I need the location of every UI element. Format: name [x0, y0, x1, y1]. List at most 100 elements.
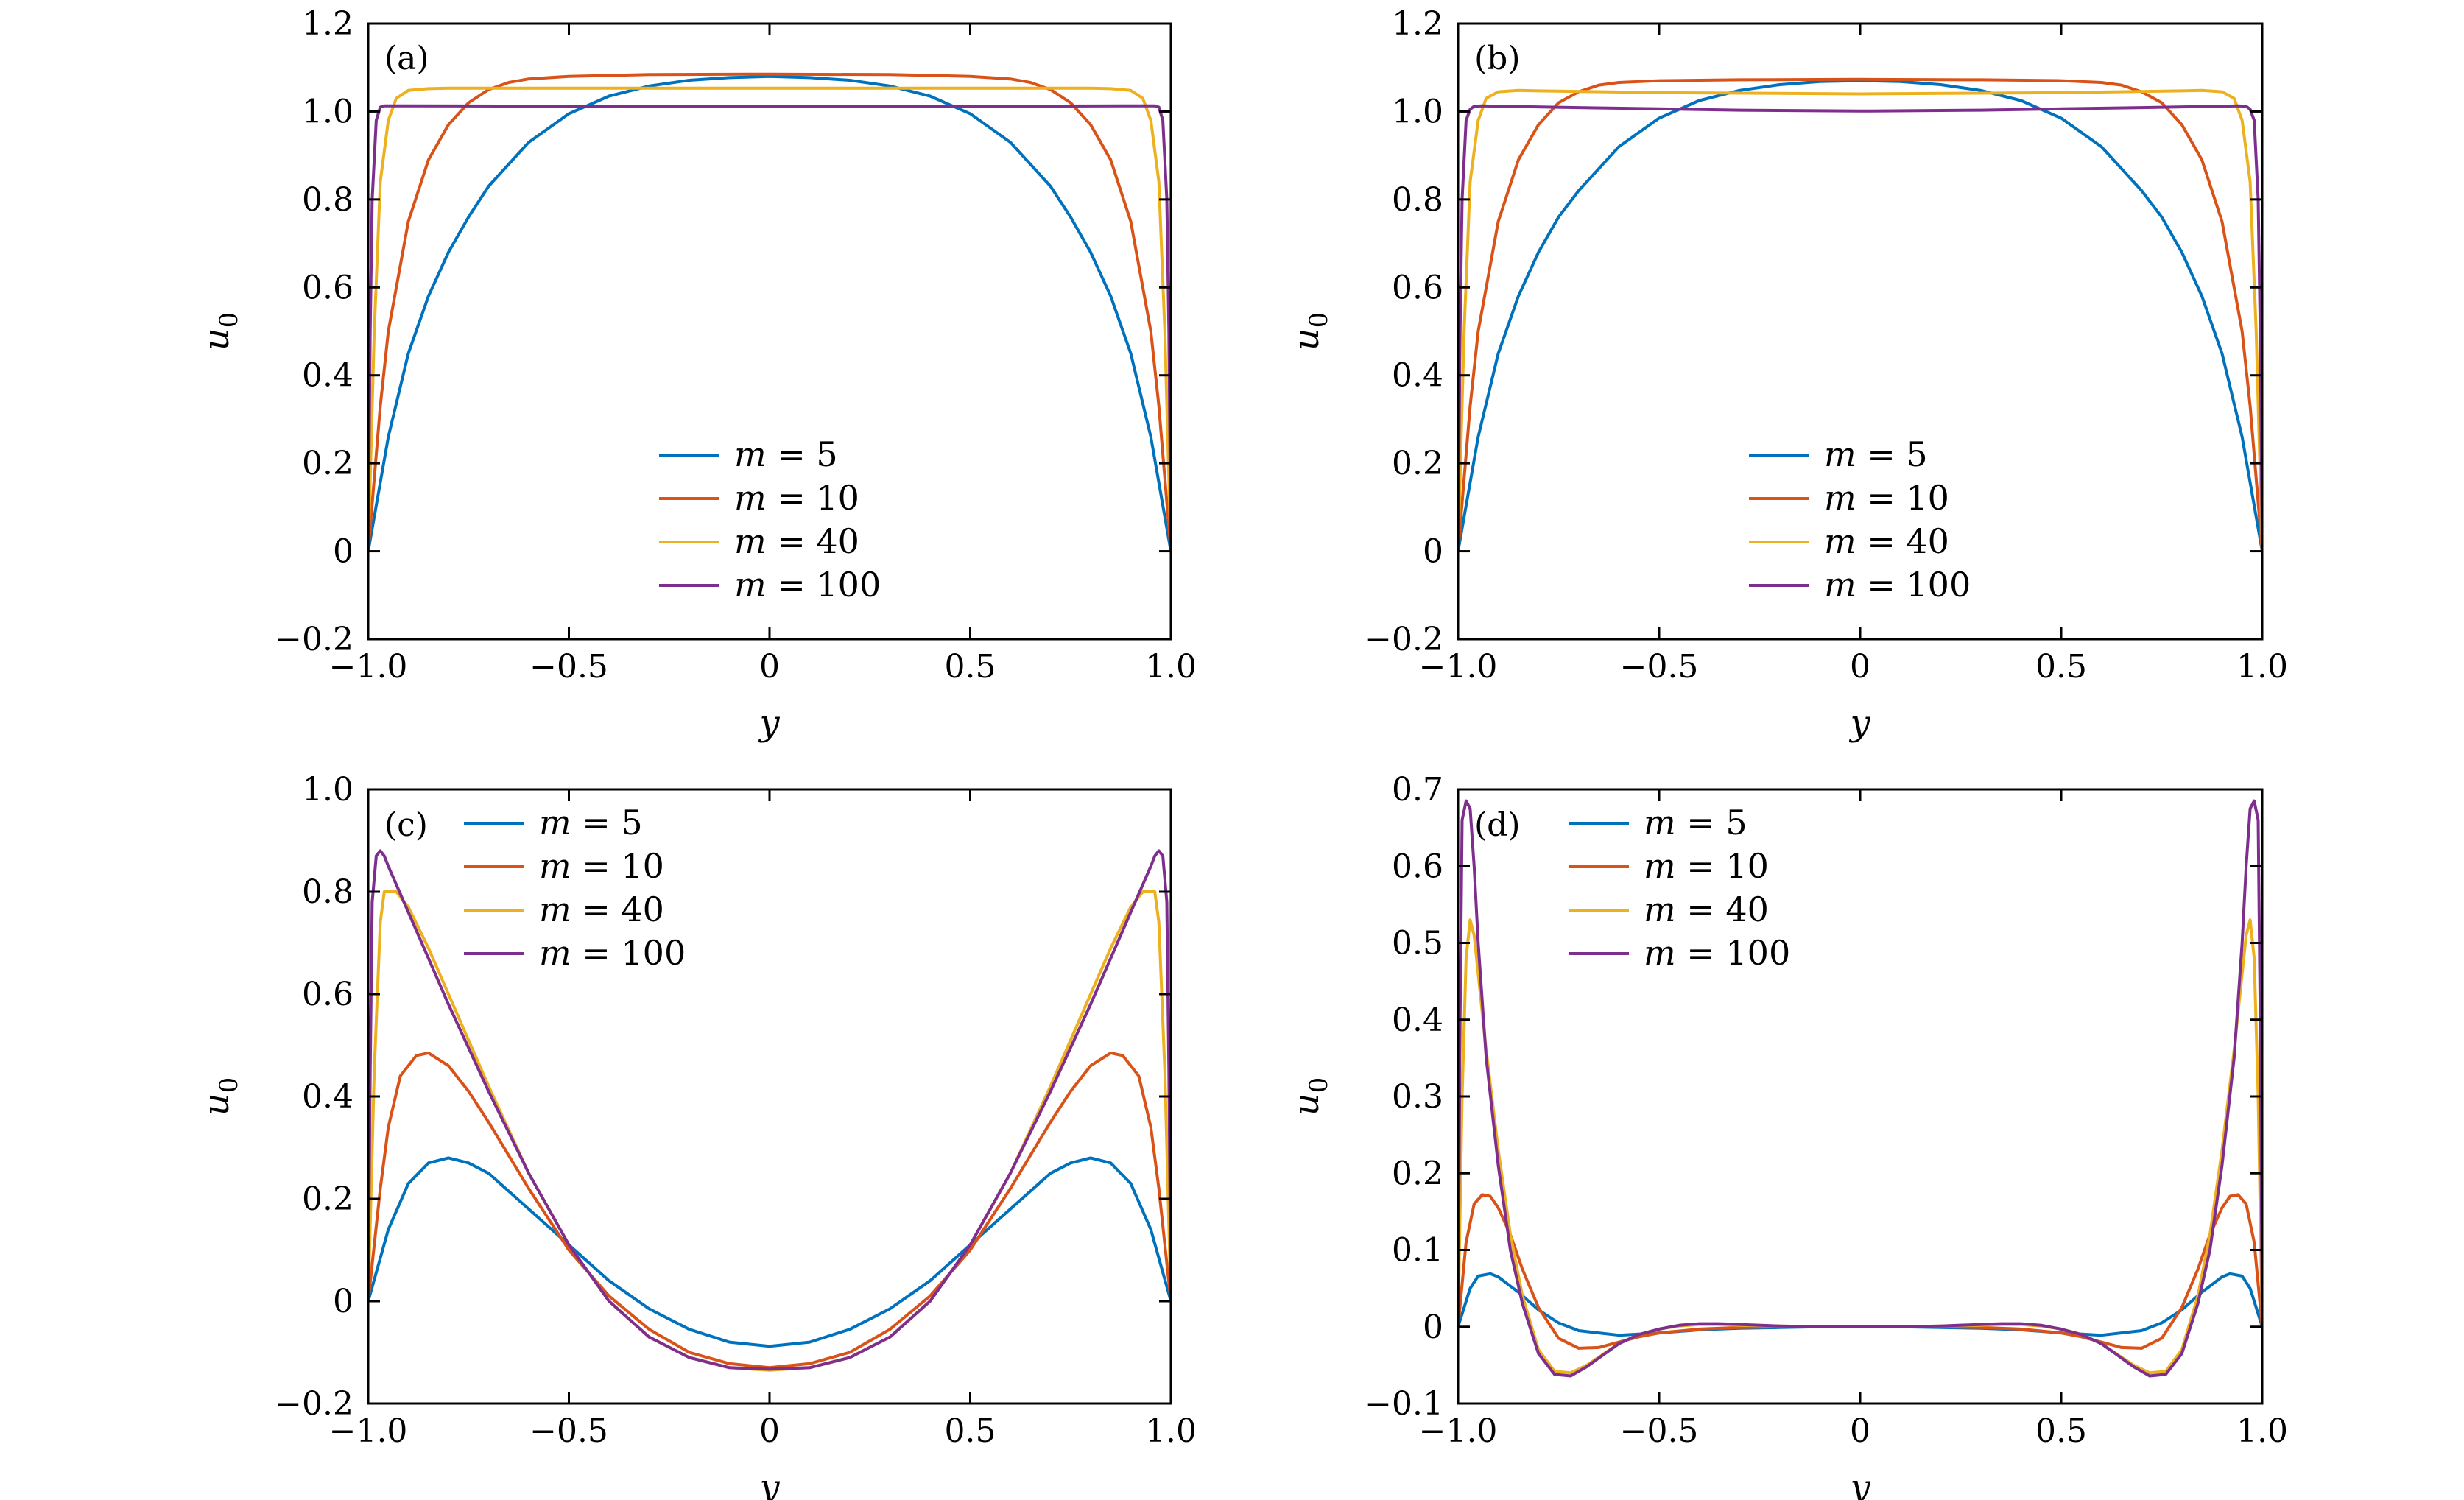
x-axis-label: y [1848, 1467, 1870, 1500]
y-tick-label: 0.2 [1392, 1155, 1443, 1192]
y-tick-label: −0.2 [275, 621, 353, 658]
y-tick-label: 0.5 [1392, 925, 1443, 962]
y-tick-label: 0.2 [1392, 445, 1443, 482]
series-line-m40 [1458, 918, 2262, 1375]
x-tick-label: −0.5 [529, 1412, 608, 1450]
y-tick-label: 0.7 [1392, 771, 1443, 809]
series-line-m40 [368, 890, 1171, 1372]
legend-entry: m = 40 [1824, 521, 1949, 561]
series-line-m40 [1458, 88, 2262, 552]
series-line-m100 [368, 849, 1171, 1371]
y-tick-label: 0.2 [302, 1180, 353, 1218]
panel-b: −1.0 −0.5 0 0.5 1.0 −0.2 0 0.2 0.4 0.6 0.8 1.0 1.2 y u… [1286, 5, 2288, 744]
axes-frame [367, 788, 1172, 1405]
legend-entry: m = 10 [539, 846, 664, 886]
panel-a: −1.0 −0.5 0 0.5 1.0 −0.2 0 0.2 0.4 0.6 0.8 1.0 1.2 y u… [196, 5, 1197, 744]
legend-entry: m = 5 [1824, 434, 1928, 474]
x-tick-label: 0.5 [945, 648, 996, 686]
y-tick-label: 0.6 [302, 269, 353, 306]
panel-d: −1.0 −0.5 0 0.5 1.0 −0.1 0 0.1 0.2 0.3 0.4 0.5 0.6 0.… [1286, 771, 2288, 1500]
panel-label: (d) [1474, 806, 1521, 844]
x-axis-label: y [758, 703, 780, 744]
plot-area [1458, 77, 2262, 552]
y-tick-label: 0.3 [1392, 1078, 1443, 1116]
x-tick-label: 0.5 [2035, 1412, 2087, 1450]
legend: m = 5m = 10m = 40m = 100 [1749, 434, 1971, 605]
x-axis-label: y [758, 1467, 780, 1500]
x-tick-label: 1.0 [1145, 1412, 1197, 1450]
legend-entry: m = 100 [1644, 933, 1790, 973]
legend-entry: m = 40 [734, 521, 859, 561]
x-tick-label: 0.5 [2035, 648, 2087, 686]
series-line-m10 [1458, 77, 2262, 552]
x-tick-label: −1.0 [329, 648, 408, 686]
x-tick-label: 0 [1850, 648, 1870, 686]
x-tick-label: −0.5 [1620, 1412, 1699, 1450]
y-tick-label: 1.0 [1392, 93, 1443, 130]
y-tick-label: 0.6 [1392, 848, 1443, 885]
y-tick-label: 0 [1423, 533, 1443, 571]
y-axis-label: u0 [1286, 312, 1334, 351]
legend-entry: m = 5 [539, 803, 643, 842]
plot-area [368, 72, 1171, 552]
y-tick-label: 1.0 [302, 771, 353, 809]
axes-frame [1457, 788, 2264, 1405]
plot-area [368, 849, 1171, 1372]
y-tick-label: 0.4 [1392, 1001, 1443, 1039]
y-tick-label: 0.8 [302, 873, 353, 911]
panel-c: −1.0 −0.5 0 0.5 1.0 −0.2 0 0.2 0.4 0.6 0.8 1.0 y u0 (c… [196, 771, 1197, 1500]
legend-entry: m = 10 [734, 478, 859, 518]
x-tick-label: −0.5 [529, 648, 608, 686]
legend-entry: m = 5 [1644, 803, 1747, 842]
y-axis-label: u0 [196, 312, 244, 351]
series-line-m5 [368, 1156, 1171, 1348]
y-tick-label: 0.6 [1392, 269, 1443, 306]
y-tick-label: 0.4 [302, 1078, 353, 1116]
legend-entry: m = 100 [734, 565, 881, 605]
y-tick-label: −0.1 [1365, 1385, 1443, 1423]
legend-entry: m = 100 [539, 933, 686, 973]
x-tick-label: −1.0 [1419, 648, 1498, 686]
legend-entry: m = 5 [734, 434, 838, 474]
y-tick-label: −0.2 [1365, 621, 1443, 658]
x-tick-label: −1.0 [1419, 1412, 1498, 1450]
x-tick-label: 0 [1850, 1412, 1870, 1450]
y-axis-label: u0 [196, 1077, 244, 1116]
legend-entry: m = 10 [1824, 478, 1949, 518]
y-tick-label: 0 [333, 1283, 353, 1320]
series-line-m40 [368, 86, 1171, 552]
y-tick-label: 0 [333, 533, 353, 571]
y-tick-label: 0.1 [1392, 1232, 1443, 1270]
y-tick-label: 0.8 [1392, 181, 1443, 219]
legend: m = 5m = 10m = 40m = 100 [659, 434, 881, 605]
x-tick-label: −1.0 [329, 1412, 408, 1450]
series-line-m5 [368, 74, 1171, 552]
y-axis-label: u0 [1286, 1077, 1334, 1116]
y-tick-label: 1.2 [1392, 5, 1443, 43]
y-tick-label: 0 [1423, 1309, 1443, 1346]
series-line-m10 [368, 72, 1171, 552]
y-tick-label: 1.0 [302, 93, 353, 130]
legend: m = 5m = 10m = 40m = 100 [1569, 803, 1790, 973]
legend-entry: m = 100 [1824, 565, 1971, 605]
y-tick-label: −0.2 [275, 1385, 353, 1423]
legend: m = 5m = 10m = 40m = 100 [464, 803, 686, 973]
y-tick-label: 0.4 [302, 357, 353, 395]
x-tick-label: 1.0 [2236, 1412, 2288, 1450]
series-line-m100 [1458, 104, 2262, 552]
y-tick-label: 0.8 [302, 181, 353, 219]
series-line-m100 [1458, 799, 2262, 1378]
panel-label: (c) [384, 806, 428, 844]
y-tick-label: 0.4 [1392, 357, 1443, 395]
x-axis-label: y [1848, 703, 1870, 744]
x-tick-label: 1.0 [2236, 648, 2288, 686]
series-line-m100 [368, 104, 1171, 552]
x-tick-label: 1.0 [1145, 648, 1197, 686]
x-tick-label: 0.5 [945, 1412, 996, 1450]
plot-area [1458, 799, 2262, 1378]
x-tick-label: 0 [759, 648, 780, 686]
legend-entry: m = 10 [1644, 846, 1769, 886]
x-tick-label: 0 [759, 1412, 780, 1450]
series-line-m10 [368, 1051, 1171, 1370]
